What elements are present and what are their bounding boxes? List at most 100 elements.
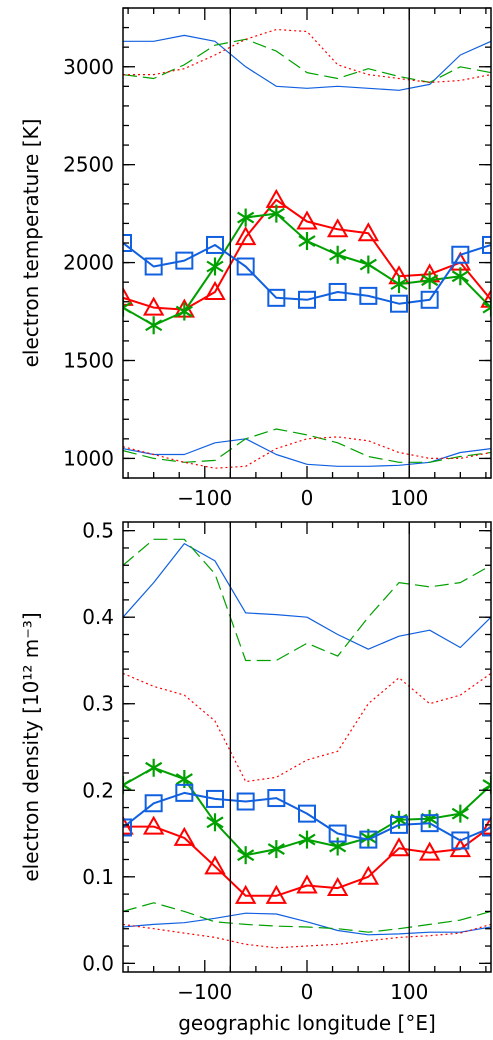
y-tick-label: 0.4 <box>82 605 114 629</box>
data-point <box>482 776 491 795</box>
data-point <box>359 830 378 849</box>
data-point <box>329 837 347 856</box>
data-point <box>234 884 257 904</box>
series-line <box>123 923 491 949</box>
data-point <box>123 234 132 252</box>
data-point <box>388 837 410 857</box>
data-point <box>144 257 163 276</box>
data-point <box>357 865 380 885</box>
data-point <box>357 222 380 242</box>
y-tick-label: 0.3 <box>82 692 114 716</box>
data-point <box>237 208 255 227</box>
data-point <box>421 271 439 290</box>
temperature-ticks: −100 0 100 1000 1500 2000 2500 3000 <box>63 7 491 510</box>
x-tick-label: 0 <box>301 486 314 510</box>
y-tick-label: 1000 <box>63 446 114 470</box>
data-point <box>206 813 224 832</box>
data-point <box>123 286 134 306</box>
x-tick-label: 0 <box>301 980 314 1004</box>
data-point <box>265 884 288 904</box>
data-point <box>328 824 347 843</box>
data-point <box>236 792 255 811</box>
data-point <box>420 290 439 309</box>
x-tick-label: 100 <box>390 980 428 1004</box>
temperature-series-layer <box>123 28 491 469</box>
temperature-y-axis-label: electron temperature [K] <box>19 119 43 368</box>
data-point <box>298 830 316 849</box>
series-line <box>123 198 491 311</box>
y-tick-label: 0.1 <box>82 865 114 889</box>
data-point <box>234 226 257 246</box>
series-line <box>123 912 491 936</box>
density-plot-frame <box>122 521 492 973</box>
data-point <box>236 257 255 276</box>
data-point <box>206 257 224 276</box>
y-tick-label: 2000 <box>63 251 114 275</box>
data-point <box>298 290 316 309</box>
data-point <box>298 232 316 251</box>
data-point <box>237 846 255 865</box>
series-line <box>123 542 491 650</box>
data-point <box>206 235 224 254</box>
data-point <box>142 815 165 835</box>
series-line <box>123 825 491 897</box>
data-point <box>420 814 439 833</box>
density-ticks: −100 0 100 0.0 0.1 0.2 0.3 0.4 0.5 <box>82 519 491 1004</box>
data-point <box>298 804 316 823</box>
data-point <box>144 794 163 813</box>
data-point <box>204 280 226 300</box>
data-point <box>482 298 491 317</box>
series-line <box>123 28 491 84</box>
series-line <box>123 242 491 305</box>
data-point <box>359 286 378 305</box>
data-point <box>175 783 194 802</box>
data-point <box>480 288 491 308</box>
data-point <box>418 841 441 861</box>
data-point <box>123 298 132 317</box>
series-line <box>123 791 491 842</box>
x-tick-label: −100 <box>177 980 232 1004</box>
data-point <box>267 789 286 808</box>
series-line <box>123 436 491 469</box>
density-y-axis-label: electron density [10¹² m⁻³] <box>19 612 43 881</box>
y-tick-label: 0.5 <box>82 519 114 543</box>
series-line <box>123 672 491 783</box>
data-point <box>173 826 196 846</box>
data-point <box>390 294 408 313</box>
y-tick-label: 3000 <box>63 55 114 79</box>
y-tick-label: 0.0 <box>82 951 114 975</box>
data-point <box>482 235 491 254</box>
y-tick-label: 1500 <box>63 349 114 373</box>
y-tick-label: 2500 <box>63 153 114 177</box>
density-panel: −100 0 100 0.0 0.1 0.2 0.3 0.4 0.5 electron dens… <box>19 519 492 1035</box>
data-point <box>175 251 194 270</box>
data-point <box>123 776 132 795</box>
density-x-axis-label: geographic longitude [°E] <box>178 1011 436 1035</box>
series-line <box>123 538 491 662</box>
series-line <box>123 38 491 84</box>
data-point <box>145 316 163 335</box>
data-point <box>296 874 318 894</box>
data-point <box>123 815 134 835</box>
data-point <box>326 877 349 897</box>
data-point <box>296 210 318 230</box>
series-line <box>123 438 491 467</box>
data-point <box>267 840 285 859</box>
data-point <box>451 245 470 264</box>
data-point <box>206 789 224 808</box>
series-line <box>123 34 491 91</box>
series-line <box>123 428 491 463</box>
data-point <box>482 818 491 837</box>
data-point <box>480 815 491 835</box>
y-tick-label: 0.2 <box>82 778 114 802</box>
data-point <box>204 855 226 875</box>
data-point <box>328 282 347 301</box>
x-tick-label: −100 <box>177 486 232 510</box>
data-point <box>145 758 163 777</box>
series-line <box>123 902 491 933</box>
temperature-panel: −100 0 100 1000 1500 2000 2500 3000 electron te… <box>19 7 492 510</box>
data-point <box>175 302 193 321</box>
data-point <box>142 296 165 316</box>
data-point <box>359 255 377 274</box>
